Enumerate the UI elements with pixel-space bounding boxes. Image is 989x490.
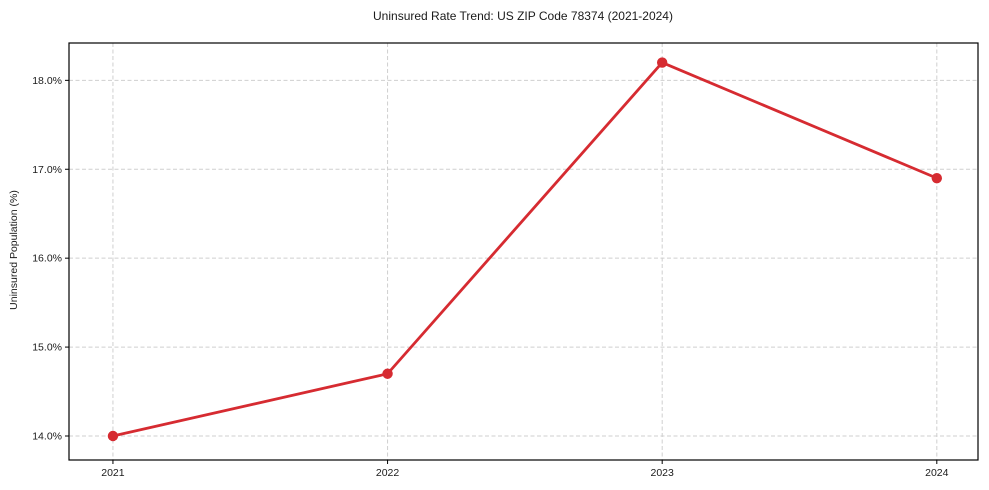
chart-title: Uninsured Rate Trend: US ZIP Code 78374 … xyxy=(373,9,673,23)
y-axis-label: Uninsured Population (%) xyxy=(8,190,20,310)
plot-frame xyxy=(68,42,979,461)
data-line xyxy=(111,61,939,438)
y-tick-label: 18.0% xyxy=(32,75,62,87)
y-tick-label: 17.0% xyxy=(32,164,62,176)
data-point xyxy=(382,368,393,379)
data-point xyxy=(107,430,119,442)
x-tick-label: 2024 xyxy=(925,467,949,479)
data-point xyxy=(656,57,668,68)
y-tick-label: 16.0% xyxy=(32,253,62,265)
x-tick-label: 2022 xyxy=(376,467,400,479)
x-tick-label: 2021 xyxy=(101,467,125,479)
data-point xyxy=(931,172,943,184)
x-tick-label: 2023 xyxy=(651,467,675,479)
y-tick-label: 14.0% xyxy=(32,430,62,442)
y-tick-label: 15.0% xyxy=(32,342,62,354)
